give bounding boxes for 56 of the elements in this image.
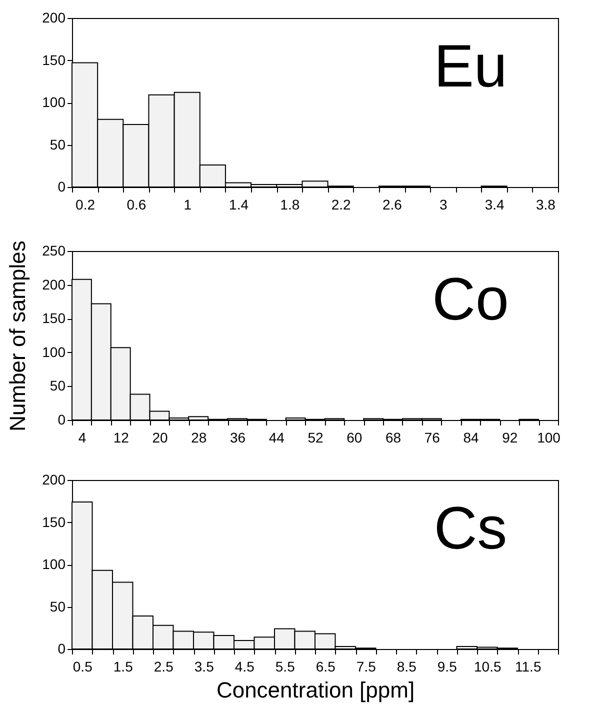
y-tick-label: 150: [42, 310, 66, 326]
x-tick-label: 100: [537, 430, 561, 446]
x-tick-label: 0.5: [72, 658, 93, 674]
y-tick-label: 250: [42, 242, 66, 258]
x-tick-label: 1: [184, 196, 192, 212]
y-tick-label: 150: [42, 514, 66, 530]
x-tick-label: 4.5: [234, 658, 255, 674]
x-tick-label: 9.5: [437, 658, 458, 674]
x-tick-label: 12: [113, 430, 130, 446]
y-tick-label: 50: [50, 598, 66, 614]
y-tick-label: 100: [42, 344, 66, 360]
y-axis-title: Number of samples: [5, 240, 30, 432]
x-tick-label: 52: [308, 430, 324, 446]
x-tick-label: 11.5: [515, 658, 542, 674]
x-axis-title: Concentration [ppm]: [216, 678, 415, 702]
chart-title: Cs: [434, 494, 508, 562]
x-tick-label: 2.2: [331, 196, 352, 212]
y-tick-label: 100: [42, 556, 66, 572]
x-tick-label: 68: [385, 430, 402, 446]
y-tick-label: 100: [42, 94, 66, 110]
x-tick-label: 84: [463, 430, 480, 446]
x-tick-label: 0.2: [76, 196, 96, 212]
x-tick-label: 3: [439, 196, 448, 212]
x-tick-label: 1.8: [280, 196, 300, 212]
x-tick-label: 28: [191, 430, 207, 446]
x-tick-label: 3.8: [536, 196, 556, 212]
y-tick-label: 50: [50, 378, 66, 394]
x-tick-label: 10.5: [474, 658, 502, 674]
x-tick-label: 76: [424, 430, 440, 446]
y-tick-label: 0: [58, 412, 66, 428]
x-tick-label: 2.5: [154, 658, 174, 674]
x-tick-label: 60: [346, 430, 362, 446]
x-tick-label: 2.6: [382, 196, 402, 212]
x-tick-label: 5.5: [275, 658, 296, 674]
x-tick-label: 0.6: [126, 196, 146, 212]
y-tick-label: 200: [42, 10, 66, 26]
x-tick-label: 3.5: [194, 658, 214, 674]
x-tick-label: 8.5: [396, 658, 417, 674]
x-tick-label: 20: [152, 430, 168, 446]
y-tick-label: 50: [50, 136, 66, 152]
y-tick-label: 200: [42, 472, 66, 488]
chart-title: Co: [432, 266, 509, 333]
x-tick-label: 6.5: [316, 658, 336, 674]
x-tick-label: 92: [502, 430, 518, 446]
y-tick-label: 150: [42, 52, 66, 68]
y-tick-label: 0: [58, 640, 66, 656]
y-tick-label: 0: [58, 178, 66, 194]
x-tick-label: 36: [230, 430, 246, 446]
x-tick-label: 1.5: [113, 658, 134, 674]
x-tick-label: 3.4: [484, 196, 504, 212]
x-tick-label: 7.5: [356, 658, 376, 674]
x-tick-label: 1.4: [229, 196, 249, 212]
y-tick-label: 200: [42, 276, 66, 292]
x-tick-label: 4: [78, 430, 86, 446]
x-tick-label: 44: [268, 430, 285, 446]
chart-title: Eu: [434, 32, 508, 100]
